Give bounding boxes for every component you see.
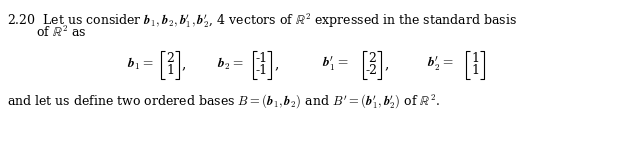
Text: and let us define two ordered bases $B = (\boldsymbol{b}_1, \boldsymbol{b}_2)$ a: and let us define two ordered bases $B =… (7, 92, 440, 110)
Text: 1: 1 (166, 65, 174, 77)
Text: 1: 1 (471, 53, 479, 65)
Text: ,: , (181, 57, 185, 71)
Text: $\boldsymbol{b}_1 =$: $\boldsymbol{b}_1 =$ (127, 56, 153, 72)
Text: 2.20  Let us consider $\boldsymbol{b}_1, \boldsymbol{b}_2, \boldsymbol{b}_1', \b: 2.20 Let us consider $\boldsymbol{b}_1, … (7, 12, 517, 30)
Text: 2: 2 (166, 53, 174, 65)
Text: -1: -1 (256, 65, 268, 77)
Text: of $\mathbb{R}^2$ as: of $\mathbb{R}^2$ as (36, 25, 87, 40)
Text: ,: , (384, 57, 389, 71)
Text: 1: 1 (471, 65, 479, 77)
Text: ,: , (274, 57, 278, 71)
Text: $\boldsymbol{b}_2 =$: $\boldsymbol{b}_2 =$ (217, 56, 243, 72)
Text: -2: -2 (366, 65, 378, 77)
Text: $\boldsymbol{b}_1' =$: $\boldsymbol{b}_1' =$ (322, 55, 349, 73)
Text: -1: -1 (256, 53, 268, 65)
Text: $\boldsymbol{b}_2' =$: $\boldsymbol{b}_2' =$ (427, 55, 454, 73)
Text: 2: 2 (368, 53, 376, 65)
